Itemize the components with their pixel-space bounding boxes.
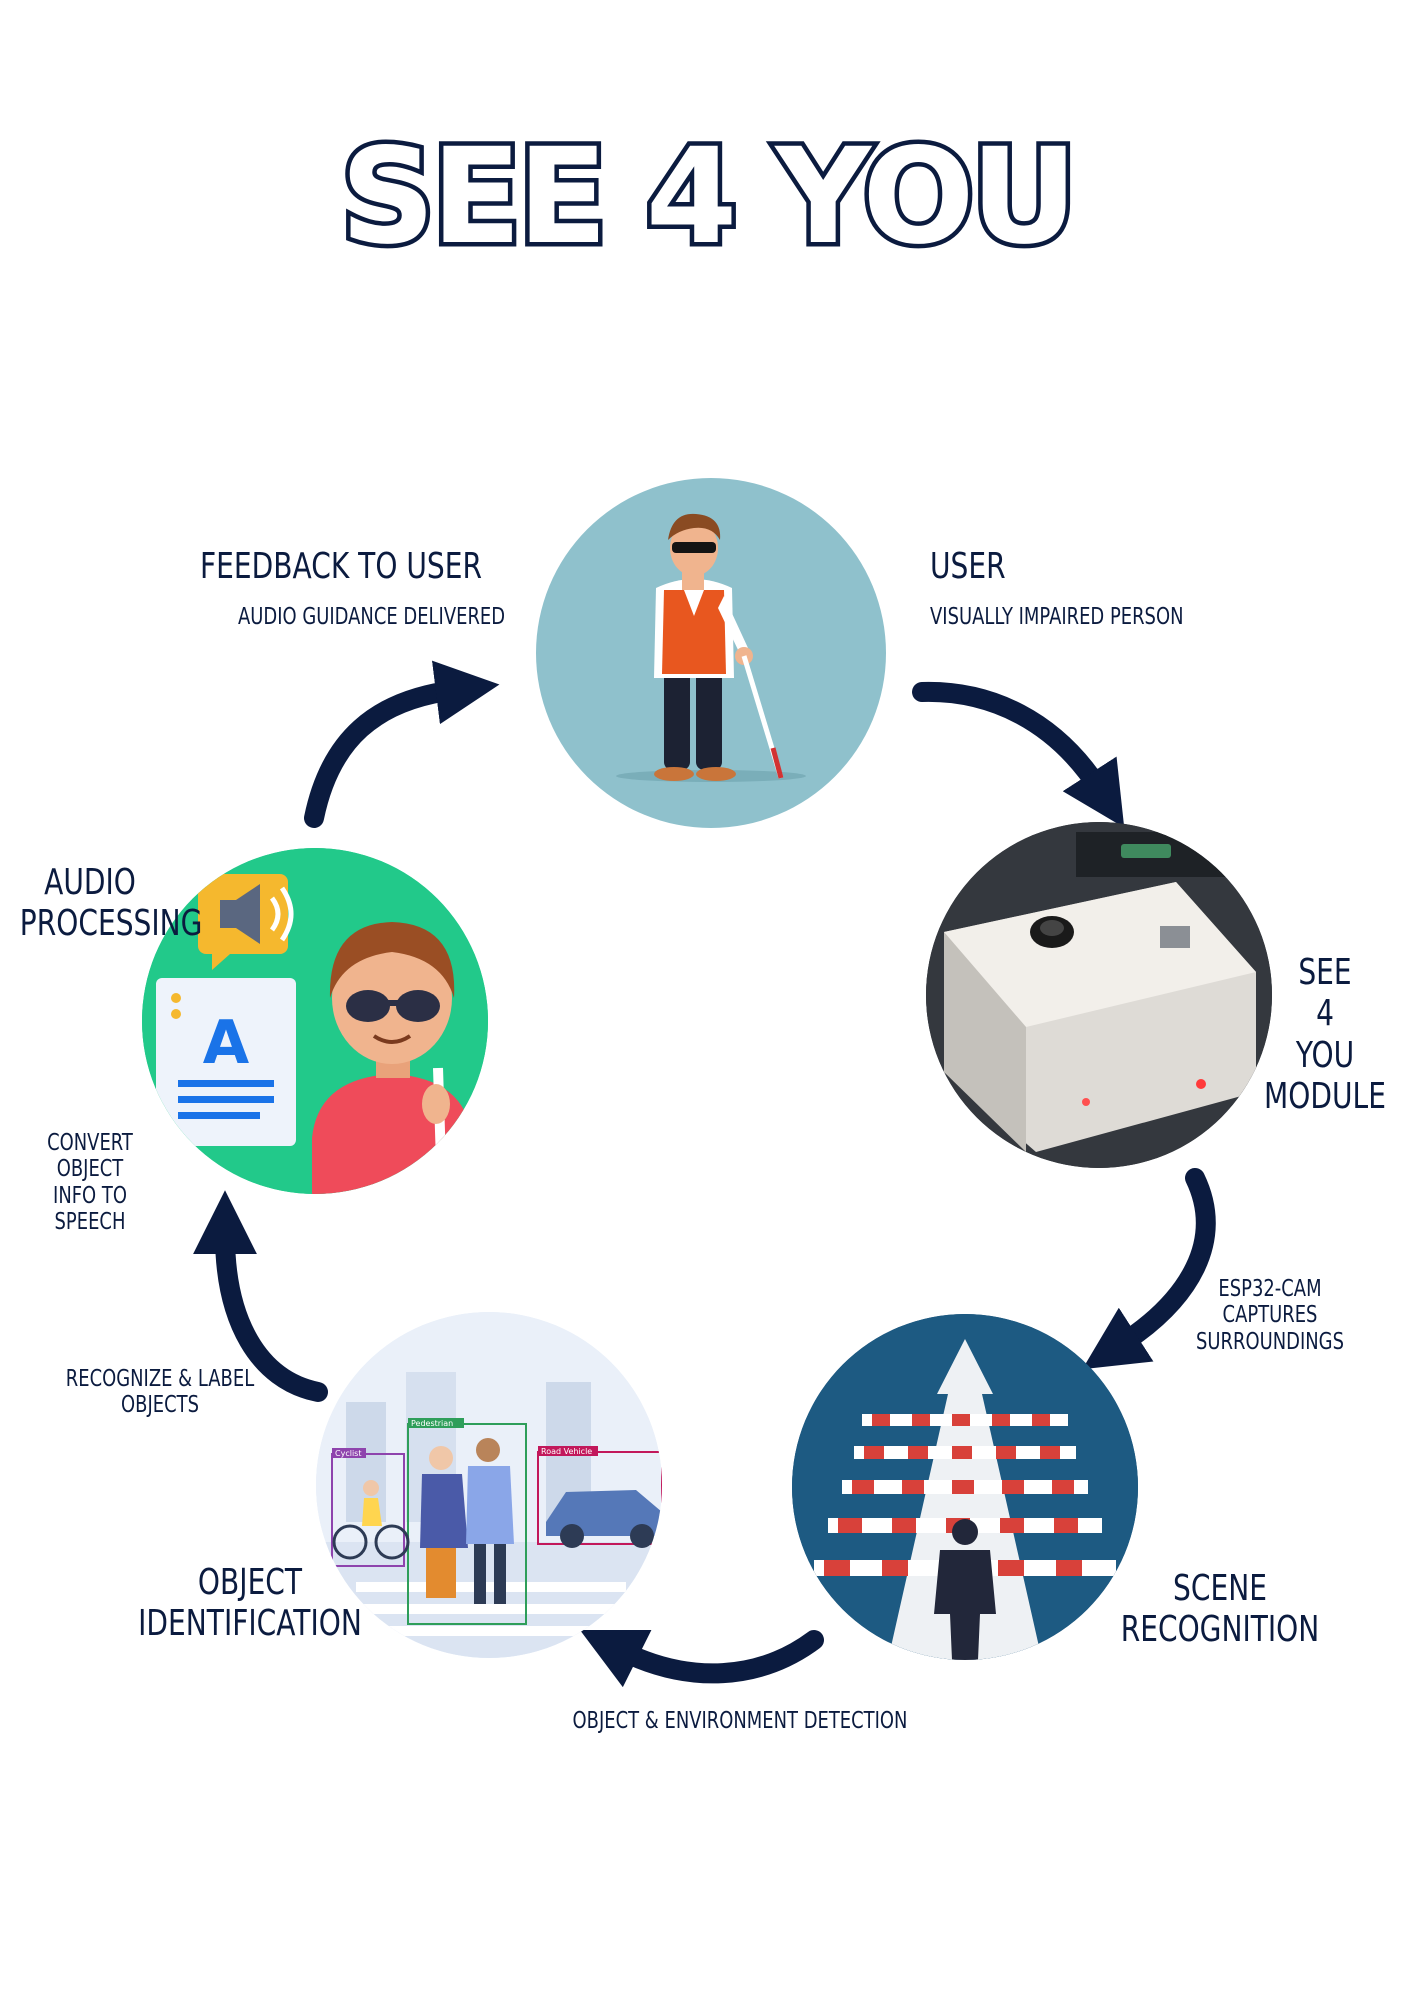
capture-label-line2: CAPTURES [1222, 1302, 1318, 1329]
arrow-audio-to-feedback [304, 660, 500, 828]
recognize-label-line1: RECOGNIZE & LABEL [65, 1366, 255, 1392]
user-circle [536, 478, 886, 828]
diagram-title: SEE 4 YOU [336, 116, 1082, 279]
module-label-line2: 4 [1316, 993, 1334, 1035]
object-label-line1: OBJECT [197, 1562, 303, 1603]
module-label-line3: YOU [1295, 1034, 1355, 1076]
blind-person-with-cane-illustration [616, 513, 806, 782]
audio-sublabel-line2: INFO TO SPEECH [53, 1182, 127, 1236]
esp32-cam-module-image [926, 822, 1272, 1168]
recognize-arrow-label: RECOGNIZE & LABEL OBJECTS [51, 1366, 269, 1419]
pedestrian-tag: Pedestrian [411, 1419, 453, 1428]
capture-label-line3: SURROUNDINGS [1196, 1328, 1344, 1355]
arrow-module-to-scene [1082, 1168, 1216, 1370]
audio-label: AUDIO PROCESSING [19, 862, 203, 945]
recognize-label-line2: OBJECTS [121, 1392, 199, 1419]
scene-recognition-circle [792, 1314, 1138, 1660]
audio-label-line1: AUDIO [44, 862, 136, 903]
scene-label-line1: SCENE [1173, 1568, 1267, 1609]
object-label: OBJECT IDENTIFICATION [133, 1562, 367, 1645]
arrow-object-to-audio [193, 1190, 328, 1402]
capture-label-line1: ESP32-CAM [1218, 1276, 1322, 1302]
scene-with-barriers-illustration [792, 1314, 1138, 1660]
feedback-label: FEEDBACK TO USER [200, 546, 482, 587]
feedback-sublabel: AUDIO GUIDANCE DELIVERED [238, 604, 506, 630]
arrow-user-to-module [912, 681, 1125, 828]
object-identification-circle: Road Vehicle Pedestrian Cyclist [316, 1312, 662, 1658]
street-detection-illustration: Road Vehicle Pedestrian Cyclist [316, 1312, 662, 1658]
module-label-line1: SEE [1298, 952, 1352, 993]
audio-sublabel-line1: CONVERT OBJECT [47, 1130, 133, 1183]
vehicle-tag: Road Vehicle [541, 1447, 592, 1456]
detection-arrow-label: OBJECT & ENVIRONMENT DETECTION [572, 1708, 908, 1734]
scene-label-line2: RECOGNITION [1120, 1609, 1320, 1651]
cyclist-tag: Cyclist [335, 1449, 361, 1458]
audio-processing-circle: A [142, 848, 488, 1194]
audio-label-line2: PROCESSING [19, 903, 203, 945]
audio-sublabel: CONVERT OBJECT INFO TO SPEECH [20, 1130, 160, 1236]
arrow-scene-to-object [579, 1629, 824, 1688]
module-photo-circle [926, 822, 1272, 1168]
module-label: SEE 4 YOU MODULE [1259, 952, 1392, 1118]
scene-label: SCENE RECOGNITION [1111, 1568, 1329, 1651]
user-sublabel: VISUALLY IMPAIRED PERSON [930, 604, 1184, 630]
module-label-line4: MODULE [1264, 1076, 1386, 1118]
svg-text:A: A [203, 1008, 250, 1078]
user-label: USER [930, 546, 1006, 587]
audio-processing-illustration: A [142, 848, 488, 1194]
capture-arrow-label: ESP32-CAM CAPTURES SURROUNDINGS [1184, 1276, 1356, 1355]
object-label-line2: IDENTIFICATION [138, 1603, 362, 1645]
